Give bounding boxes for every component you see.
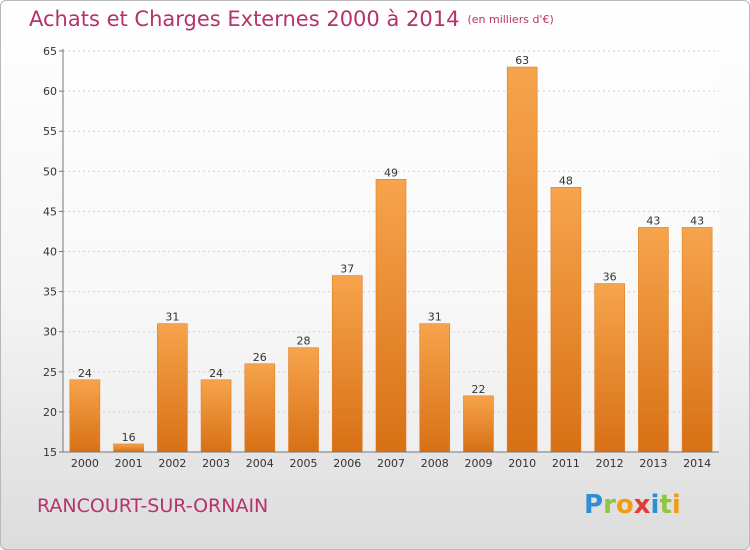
bar-2002 [157,323,188,453]
bar-2013 [638,227,669,453]
y-tick-label: 15 [43,446,57,459]
x-tick-label-2004: 2004 [246,457,274,470]
logo-letter: r [603,490,616,520]
logo-letter: P [584,490,604,520]
x-tick-label-2005: 2005 [290,457,318,470]
place-name: RANCOURT-SUR-ORNAIN [37,495,269,517]
y-tick-label: 30 [43,326,57,339]
value-label-2006: 37 [340,263,354,276]
logo-letter: x [633,490,651,520]
x-tick-label-2000: 2000 [71,457,99,470]
bar-2011 [550,187,582,453]
y-tick-label: 25 [43,366,57,379]
logo-letter: i [671,490,681,520]
chart-subtitle: (en milliers d'€) [467,13,554,26]
value-label-2001: 16 [122,431,136,444]
logo-letter: i [650,490,660,520]
bar-2003 [200,379,232,453]
bar-2009 [463,395,494,453]
bar-2007 [375,179,407,453]
value-label-2004: 26 [253,351,267,364]
x-tick-label-2002: 2002 [158,457,186,470]
y-tick-label: 45 [43,205,57,218]
x-tick-label-2014: 2014 [683,457,711,470]
y-tick-label: 20 [43,406,57,419]
x-tick-label-2009: 2009 [464,457,492,470]
bar-2006 [331,275,363,453]
chart-title: Achats et Charges Externes 2000 à 2014 (e… [29,7,554,31]
value-label-2012: 36 [603,271,617,284]
value-label-2010: 63 [515,54,529,67]
x-tick-label-2003: 2003 [202,457,230,470]
x-tick-label-2011: 2011 [552,457,580,470]
x-tick-label-2012: 2012 [596,457,624,470]
y-tick-label: 65 [43,45,57,58]
x-tick-label-2013: 2013 [639,457,667,470]
logo-letter: t [659,490,672,520]
x-tick-label-2006: 2006 [333,457,361,470]
value-label-2013: 43 [646,214,660,227]
proxiti-logo[interactable]: Proxiti [584,490,681,520]
value-label-2008: 31 [428,311,442,324]
bar-2014 [681,227,713,453]
value-label-2007: 49 [384,166,398,179]
x-tick-label-2010: 2010 [508,457,536,470]
value-label-2009: 22 [471,383,485,396]
value-label-2000: 24 [78,367,92,380]
y-tick-label: 60 [43,85,57,98]
value-label-2011: 48 [559,174,573,187]
bar-2008 [419,323,451,453]
bar-2005 [288,347,319,453]
bar-2000 [69,379,101,453]
value-label-2005: 28 [297,335,311,348]
y-tick-label: 55 [43,125,57,138]
y-tick-label: 40 [43,246,57,259]
value-label-2003: 24 [209,367,223,380]
bar-2001 [113,443,144,453]
bar-2010 [506,66,538,453]
x-tick-label-2001: 2001 [115,457,143,470]
value-label-2002: 31 [165,311,179,324]
logo-letter: o [615,490,634,520]
x-tick-label-2008: 2008 [421,457,449,470]
y-tick-label: 35 [43,286,57,299]
y-tick-label: 50 [43,165,57,178]
bar-2012 [594,283,625,453]
bar-2004 [244,363,276,453]
x-tick-label-2007: 2007 [377,457,405,470]
value-label-2014: 43 [690,214,704,227]
